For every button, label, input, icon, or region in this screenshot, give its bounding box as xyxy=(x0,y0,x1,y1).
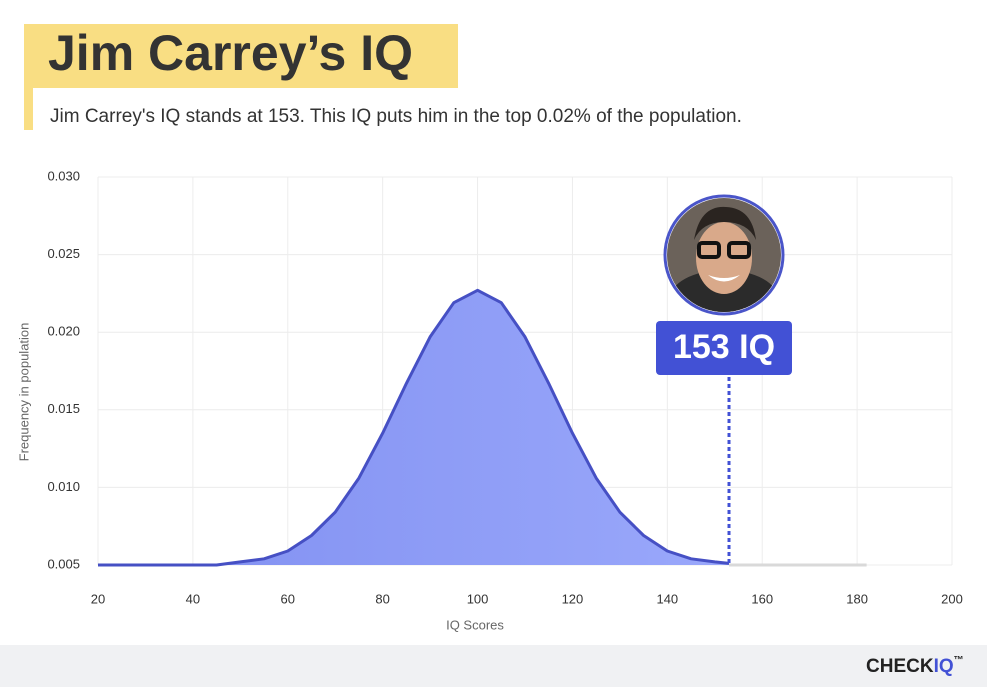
brand-text: CHECK xyxy=(866,656,934,677)
plot-area xyxy=(98,288,867,567)
x-tick-label: 80 xyxy=(375,591,389,606)
brand: CHECKIQ™ xyxy=(866,655,964,677)
annotation-badge xyxy=(656,321,792,375)
x-tick-label: 160 xyxy=(751,591,773,606)
x-axis-label: IQ Scores xyxy=(446,617,504,632)
x-tick-label: 200 xyxy=(941,591,963,606)
x-tick-label: 60 xyxy=(281,591,295,606)
area-line xyxy=(98,288,730,567)
title-accent xyxy=(24,88,33,130)
y-tick-label: 0.015 xyxy=(47,401,80,416)
title-box xyxy=(24,24,458,88)
y-tick-label: 0.025 xyxy=(47,246,80,261)
y-tick-label: 0.030 xyxy=(47,168,80,183)
y-tick-label: 0.010 xyxy=(47,479,80,494)
chart-title: Jim Carrey’s IQ xyxy=(48,25,413,81)
brand-accent: IQ xyxy=(934,656,954,677)
x-tick-label: 140 xyxy=(656,591,678,606)
y-axis-label: Frequency in population xyxy=(16,323,31,462)
footer-band xyxy=(0,645,987,687)
annotation-label: 153 IQ xyxy=(673,328,775,366)
y-tick-label: 0.020 xyxy=(47,324,80,339)
photo xyxy=(667,198,781,312)
y-tick-label: 0.005 xyxy=(47,556,80,571)
x-tick-label: 20 xyxy=(91,591,105,606)
chart-subtitle: Jim Carrey's IQ stands at 153. This IQ p… xyxy=(50,106,742,127)
brand-trademark: ™ xyxy=(954,655,964,666)
x-tick-label: 100 xyxy=(467,591,489,606)
annotation: 153 IQ xyxy=(656,194,792,565)
area-fill xyxy=(98,290,729,565)
x-tick-label: 180 xyxy=(846,591,868,606)
x-tick-label: 120 xyxy=(562,591,584,606)
x-tick-label: 40 xyxy=(186,591,200,606)
